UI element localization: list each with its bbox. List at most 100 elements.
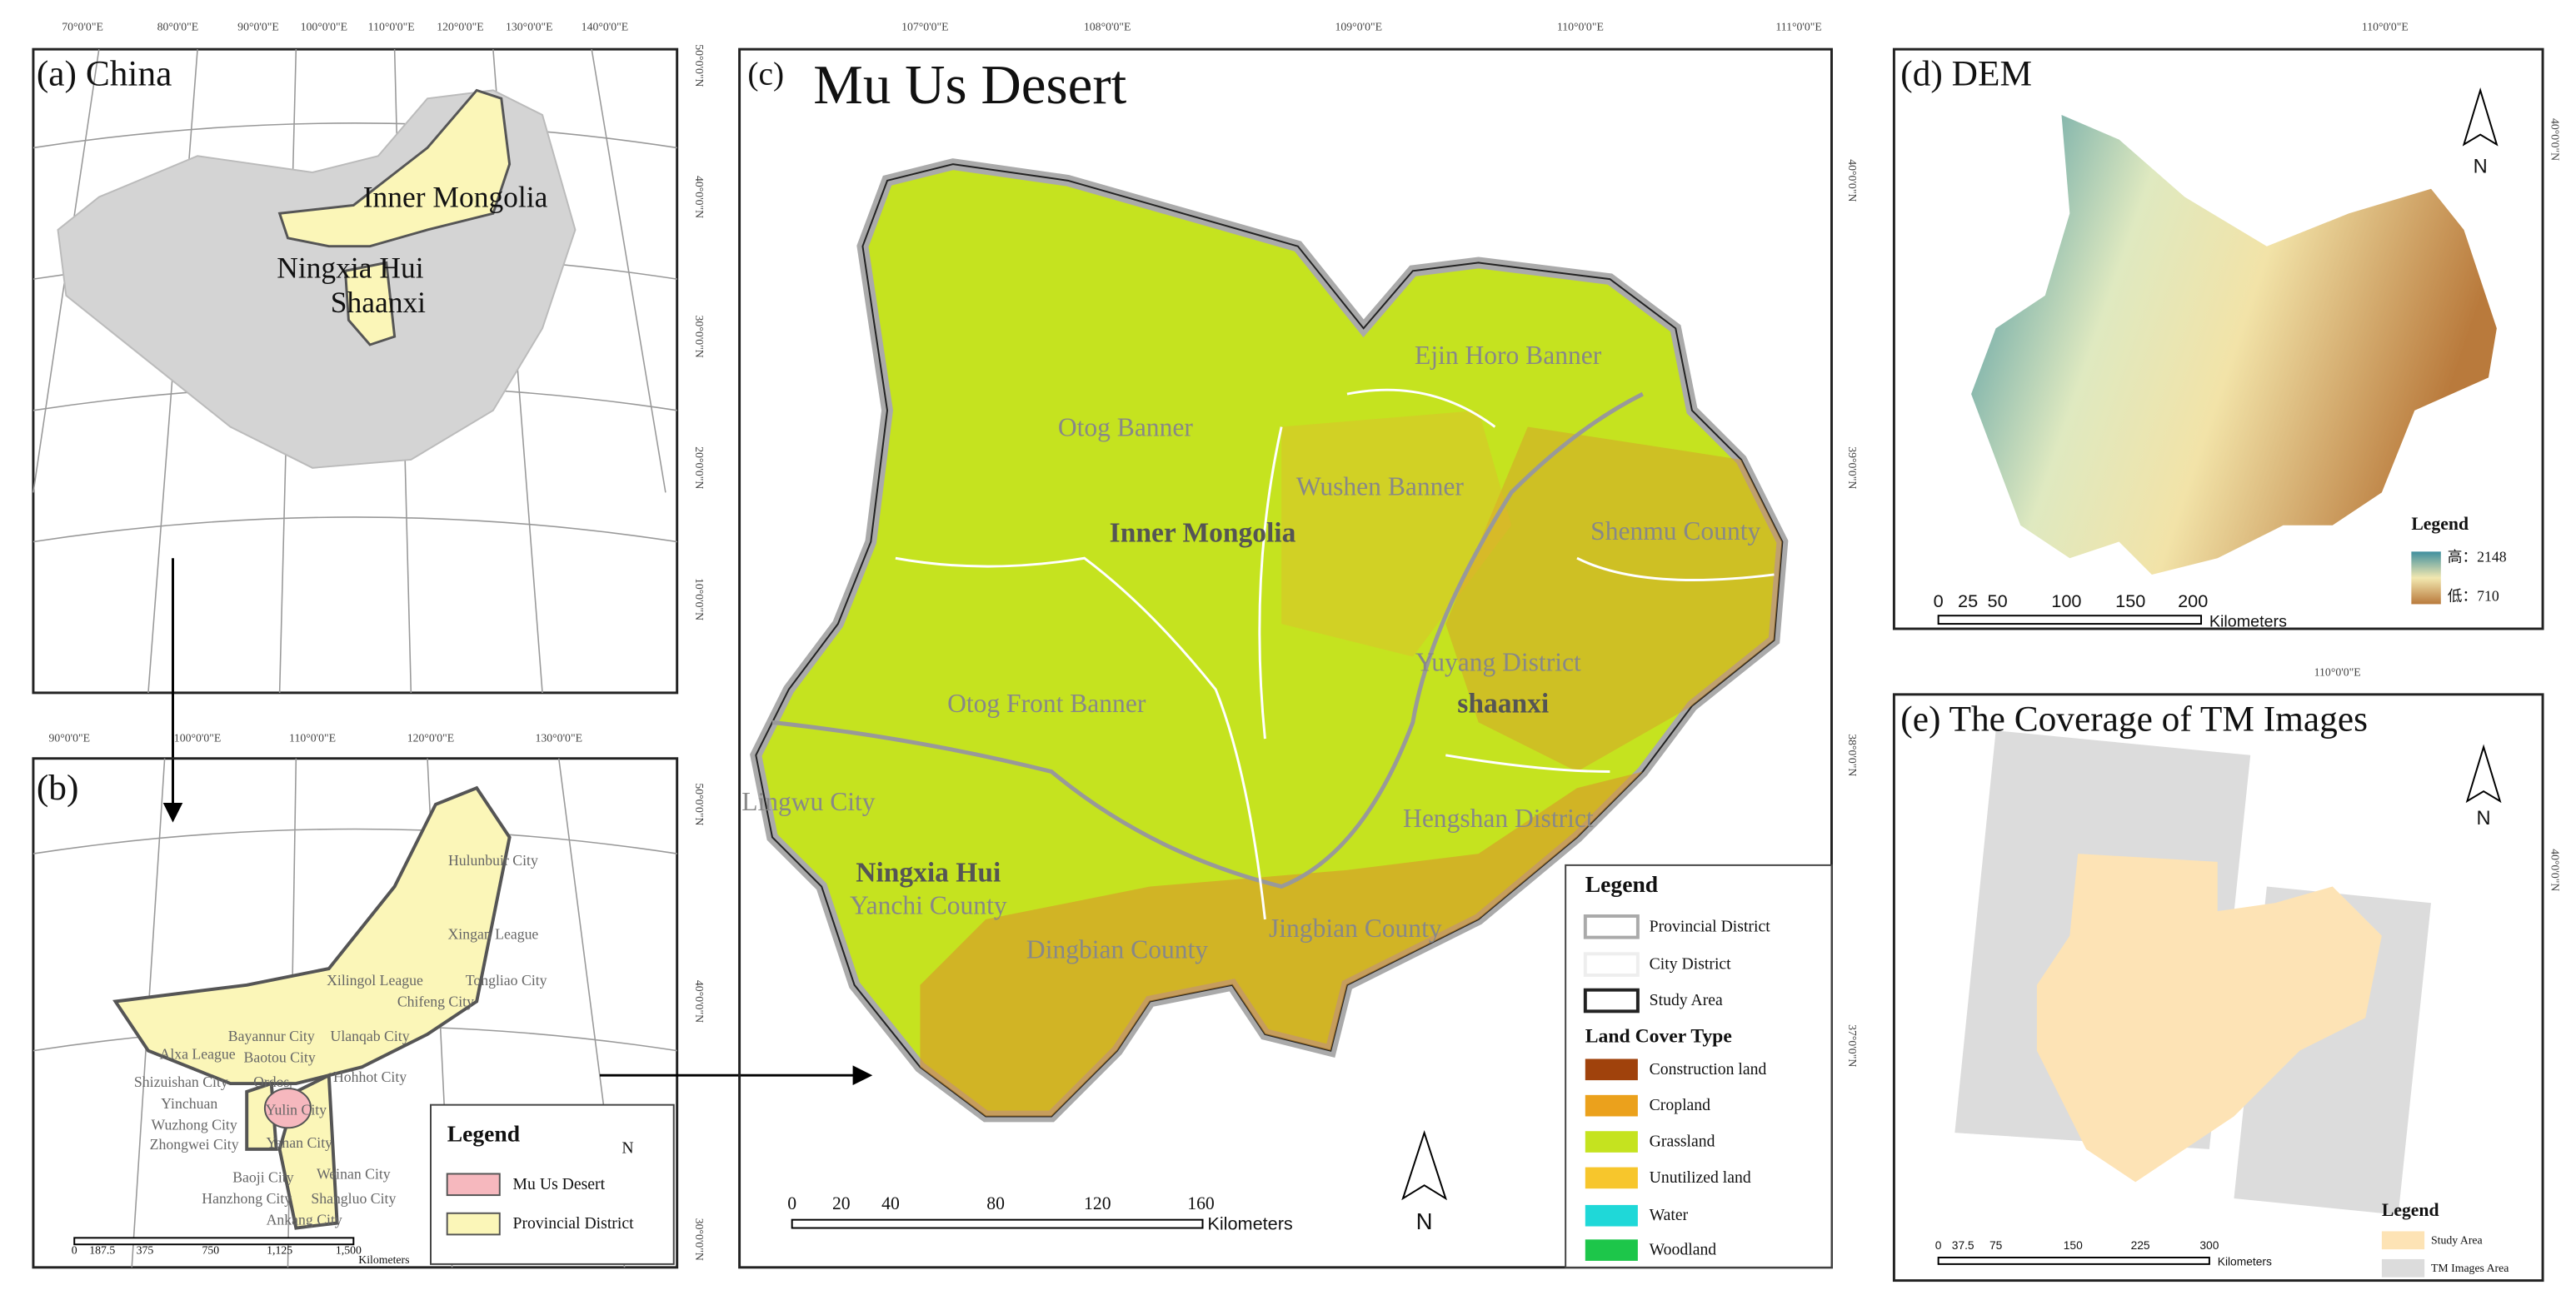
- lat-label: 30°0'0"N: [693, 316, 706, 358]
- legend-swatch: [1585, 1167, 1638, 1189]
- lon-label: 130°0'0"E: [535, 731, 582, 744]
- inner-mongolia: [112, 785, 512, 1086]
- legend-swatch: [1585, 1204, 1638, 1227]
- mu-us-desert: [263, 1087, 312, 1129]
- panel-d-frame: [1892, 47, 2544, 630]
- panel-title: (b): [37, 768, 79, 808]
- place-label: Yulin City: [266, 1102, 327, 1118]
- lon-label: 80°0'0"E: [157, 21, 199, 33]
- scale-label: 1,500: [336, 1243, 362, 1256]
- legend-label: Provincial District: [1650, 917, 1771, 935]
- legend-title: Legend: [1585, 871, 1659, 897]
- lon-label: 120°0'0"E: [437, 21, 484, 33]
- scale-label: 75: [1989, 1239, 2003, 1252]
- scale-label: 20: [832, 1193, 851, 1213]
- place-label: Yanan City: [267, 1134, 333, 1151]
- place-label: Chifeng City: [397, 994, 474, 1010]
- legend-label: TM Images Area: [2431, 1262, 2509, 1274]
- place-label: shaanxi: [1457, 688, 1549, 719]
- place-label: Hanzhong City: [202, 1190, 292, 1207]
- scale-unit: Kilometers: [358, 1253, 409, 1266]
- place-label: Lingwu City: [741, 787, 876, 816]
- panel-c-frame: [738, 47, 1833, 1269]
- place-label: Yanchi County: [850, 890, 1007, 919]
- lon-label: 111°0'0"E: [1775, 21, 1821, 33]
- place-label: Hulunbuir City: [448, 852, 538, 869]
- place-label: Wushen Banner: [1296, 472, 1464, 501]
- legend-label: Water: [1650, 1206, 1689, 1224]
- lat-label: 38°0'0"N: [1846, 734, 1859, 776]
- scale-label: 187.5: [89, 1243, 115, 1256]
- legend-label: Unutilized land: [1650, 1168, 1751, 1187]
- north-arrow: [2462, 87, 2499, 147]
- legend-swatch: [446, 1212, 501, 1236]
- lon-label: 90°0'0"E: [49, 731, 91, 744]
- lon-label: 110°0'0"E: [1557, 21, 1604, 33]
- lon-label: 110°0'0"E: [2362, 21, 2409, 33]
- place-label: Shenmu County: [1590, 516, 1760, 545]
- lat-label: 40°0'0"N: [693, 980, 706, 1023]
- lat-label: 50°0'0"N: [693, 783, 706, 825]
- place-label: Yinchuan: [161, 1095, 217, 1112]
- inner-mongolia: [277, 88, 512, 248]
- scale-label: 50: [1988, 590, 2008, 611]
- north-arrow: [2465, 744, 2502, 804]
- scale-label: 150: [2064, 1239, 2083, 1252]
- north-label: N: [1416, 1208, 1433, 1234]
- scale-label: 25: [1958, 590, 1978, 611]
- place-label: Baoji City: [232, 1168, 294, 1185]
- lon-label: 110°0'0"E: [368, 21, 415, 33]
- place-label: Otog Banner: [1058, 413, 1193, 442]
- scale-label: 0: [1934, 590, 1944, 611]
- scale-bar: [791, 1218, 1204, 1229]
- scale-label: 0: [1935, 1239, 1942, 1252]
- legend-label: 高：2148: [2448, 548, 2507, 565]
- legend-label: Provincial District: [513, 1214, 635, 1233]
- lon-label: 107°0'0"E: [901, 21, 949, 33]
- north-label: N: [622, 1138, 633, 1157]
- legend-label: Grassland: [1650, 1133, 1715, 1151]
- scale-label: 80: [986, 1193, 1005, 1213]
- panel-b-frame: [32, 757, 679, 1269]
- place-label: Tongliao City: [466, 972, 547, 989]
- place-label: Ulanqab City: [331, 1028, 410, 1044]
- scale-bar: [73, 1237, 355, 1246]
- place-label: Yuyang District: [1415, 648, 1581, 677]
- lon-label: 110°0'0"E: [289, 731, 336, 744]
- scale-bar: [1937, 1257, 2210, 1265]
- place-label: Weinan City: [317, 1166, 391, 1183]
- place-label: Ankang City: [267, 1212, 342, 1228]
- place-label: Shangluo City: [311, 1190, 396, 1207]
- scale-label: 0: [72, 1243, 77, 1256]
- study-area: [2036, 854, 2382, 1183]
- legend-title: Legend: [447, 1120, 521, 1146]
- shaanxi: [343, 261, 397, 346]
- legend-label: Study Area: [2431, 1233, 2483, 1246]
- place-label: Inner Mongolia: [1110, 517, 1296, 548]
- lat-label: 40°0'0"N: [2549, 849, 2562, 891]
- north-label: N: [2477, 808, 2491, 829]
- legend-ramp: [2411, 551, 2441, 605]
- scale-label: 300: [2199, 1239, 2219, 1252]
- scale-label: 120: [1084, 1193, 1111, 1213]
- lat-label: 10°0'0"N: [693, 578, 706, 620]
- panel-title: (d) DEM: [1900, 54, 2032, 94]
- scale-label: 750: [202, 1243, 220, 1256]
- north-arrow: [1401, 1129, 1448, 1201]
- scale-unit: Kilometers: [2209, 612, 2287, 630]
- legend-swatch: [446, 1173, 501, 1197]
- place-label: Jingbian County: [1269, 914, 1442, 943]
- provincial-boundary: [771, 391, 1644, 889]
- lon-label: 90°0'0"E: [237, 21, 279, 33]
- scale-label: 200: [2178, 590, 2208, 611]
- place-label: Hohhot City: [333, 1068, 407, 1085]
- place-label: Ningxia Hui: [277, 251, 423, 284]
- panel-title: (e) The Coverage of TM Images: [1900, 699, 2368, 739]
- legend-label: City District: [1650, 955, 1731, 974]
- panel-e-frame: [1892, 693, 2544, 1283]
- place-label: Alxa League: [160, 1046, 236, 1063]
- scale-label: 0: [787, 1193, 796, 1213]
- place-label: Bayannur City: [228, 1028, 315, 1044]
- city-boundary: [895, 388, 1775, 920]
- place-label: Ordos: [253, 1073, 289, 1090]
